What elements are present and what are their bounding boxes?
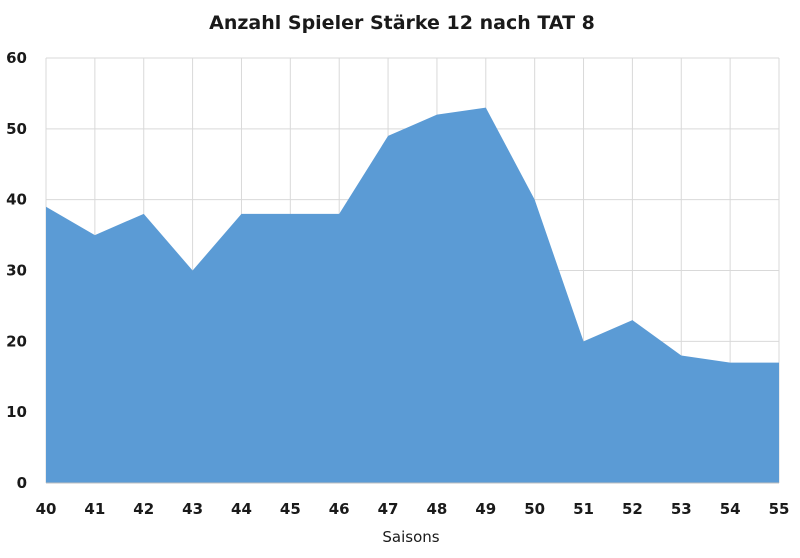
area-series (46, 107, 779, 483)
x-tick-label: 52 (622, 500, 643, 518)
x-tick-label: 47 (378, 500, 399, 518)
x-tick-label: 49 (475, 500, 496, 518)
x-tick-label: 41 (84, 500, 105, 518)
x-tick-label: 55 (769, 500, 790, 518)
x-tick-label: 54 (720, 500, 741, 518)
x-tick-label: 45 (280, 500, 301, 518)
x-tick-label: 40 (36, 500, 57, 518)
x-tick-labels: 40 41 42 43 44 45 46 47 48 49 50 51 52 53 54 55 (36, 500, 790, 518)
x-tick-label: 51 (573, 500, 594, 518)
x-tick-label: 48 (426, 500, 447, 518)
x-axis-label: Saisons (382, 528, 439, 546)
x-tick-label: 50 (524, 500, 545, 518)
x-tick-label: 53 (671, 500, 692, 518)
y-tick-label: 60 (6, 49, 27, 67)
y-tick-label: 50 (6, 120, 27, 138)
y-tick-labels: 0 10 20 30 40 50 60 (6, 49, 27, 492)
y-tick-label: 30 (6, 262, 27, 280)
y-tick-label: 10 (6, 403, 27, 421)
y-tick-label: 20 (6, 332, 27, 350)
x-tick-label: 46 (329, 500, 350, 518)
chart-title: Anzahl Spieler Stärke 12 nach TAT 8 (209, 12, 595, 34)
x-tick-label: 44 (231, 500, 252, 518)
x-tick-label: 43 (182, 500, 203, 518)
y-tick-label: 40 (6, 191, 27, 209)
x-tick-label: 42 (133, 500, 154, 518)
y-tick-label: 0 (17, 474, 27, 492)
